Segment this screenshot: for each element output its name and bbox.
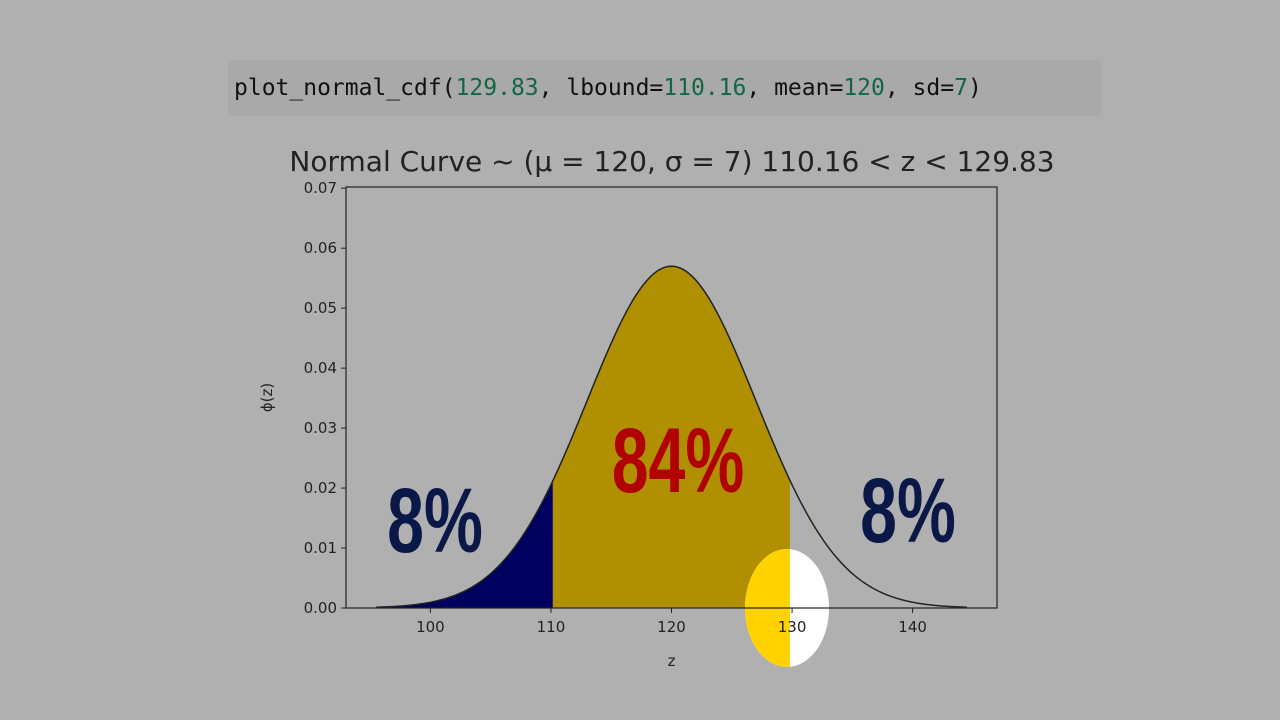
y-tick-label: 0.03 [304, 419, 337, 437]
x-tick-label: 100 [416, 618, 445, 636]
code-text: , mean= [746, 75, 843, 101]
x-tick-label: 120 [657, 618, 686, 636]
code-text: , sd= [885, 75, 954, 101]
code-text: ) [968, 75, 982, 101]
code-number: 110.16 [663, 75, 746, 101]
curve [376, 265, 967, 608]
annotation: 8% [860, 458, 956, 561]
y-tick-label: 0.00 [304, 599, 337, 617]
area-below [376, 480, 553, 608]
y-tick-label: 0.02 [304, 479, 337, 497]
code-line: plot_normal_cdf(129.83, lbound=110.16, m… [234, 75, 982, 101]
y-axis-label: ϕ(z) [258, 383, 276, 412]
chart-title: Normal Curve ~ (μ = 120, σ = 7) 110.16 <… [289, 145, 1054, 178]
y-tick-label: 0.06 [304, 239, 337, 257]
code-cell [228, 60, 1101, 116]
x-axis-label: z [668, 652, 676, 670]
code-text: plot_normal_cdf( [234, 75, 456, 101]
y-tick-label: 0.01 [304, 539, 337, 557]
y-tick-label: 0.04 [304, 359, 337, 377]
annotation: 84% [612, 408, 745, 511]
x-tick-label: 130 [778, 618, 807, 636]
y-tick-label: 0.05 [304, 299, 337, 317]
x-tick-label: 140 [898, 618, 927, 636]
code-number: 120 [843, 75, 885, 101]
area-between [552, 266, 791, 608]
code-text: , lbound= [539, 75, 664, 101]
annotation: 8% [387, 468, 483, 571]
x-tick-label: 110 [537, 618, 566, 636]
code-number: 7 [954, 75, 968, 101]
y-tick-label: 0.07 [304, 179, 337, 197]
code-number: 129.83 [456, 75, 539, 101]
